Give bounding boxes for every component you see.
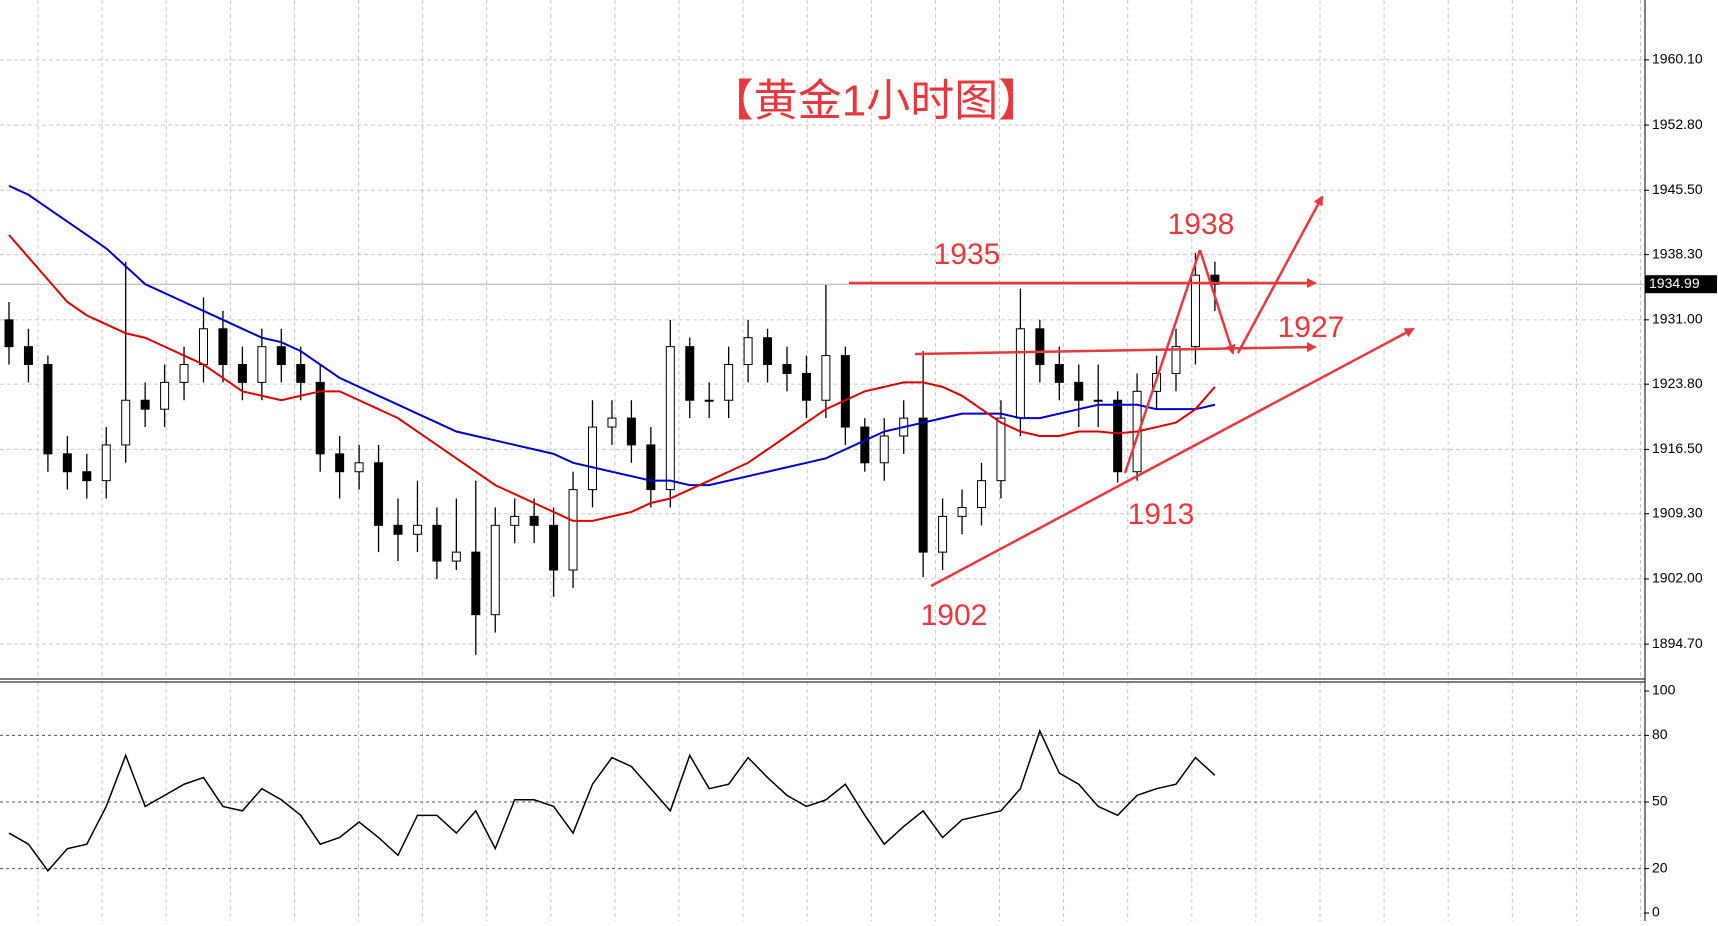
candle-body [4,319,14,348]
candle-body [879,435,889,464]
candle-body [977,480,986,508]
y-tick-label: 1923.80 [1652,375,1703,391]
chart-title: 【黄金1小时图】 [710,77,1042,126]
annotation: 1938 [1168,208,1235,241]
annotation: 1913 [1128,498,1195,531]
arrow [1123,249,1202,474]
candle-body [1113,399,1123,473]
candle-body [160,381,170,410]
candle-body [296,364,306,383]
candle-body [315,381,325,455]
annotation: 1927 [1278,311,1345,344]
candle-body [646,444,656,491]
arrow [930,327,1415,588]
candle-body [1015,328,1025,419]
candle-body [724,364,734,401]
candle-body [218,328,228,366]
candle-body [374,462,384,526]
candle-body [685,346,695,401]
arrow [1198,249,1236,355]
arrow [914,342,1317,356]
candle-body [704,399,714,402]
moving-average [8,184,1216,487]
y-tick-label: 1945.50 [1652,181,1703,197]
candle-body [23,346,33,366]
candle-body [626,417,636,446]
candle-body [1190,274,1200,348]
y-tick-label: 80 [1652,726,1668,742]
candle-body [62,453,72,473]
y-tick-label: 1894.70 [1652,635,1703,651]
candle-body [996,417,1006,482]
annotation-arrows [849,195,1415,588]
candle-body [938,515,948,553]
candle-body [1035,328,1045,366]
candle-body [529,515,539,526]
y-tick-label: 20 [1652,859,1668,875]
candle-body [840,355,850,428]
candle-body [276,346,286,366]
rsi-line [8,728,1216,873]
y-tick-label: 1902.00 [1652,570,1703,586]
annotation: 1902 [921,599,988,632]
y-tick-label: 1952.80 [1652,116,1703,132]
candle-body [471,551,481,616]
moving-average [8,234,1216,522]
candle-body [607,417,617,428]
y-tick-label: 1916.50 [1652,440,1703,456]
candle-body [918,417,928,553]
candle-body [510,515,520,526]
marks [0,184,1644,873]
candle-body [393,524,403,535]
candle-body [335,453,345,473]
last-price-label: 1934.99 [1649,275,1700,291]
candle-body [588,426,597,491]
candle-body [432,524,442,562]
annotation: 1935 [934,238,1001,271]
candle-body [140,399,150,410]
candle-body [1093,399,1103,402]
candle-body [179,364,189,383]
candle-body [82,471,92,482]
candle-body [860,426,870,464]
candle-body [257,346,267,383]
y-tick-label: 1909.30 [1652,504,1703,520]
candle-body [43,364,53,455]
last-price-box [1645,275,1717,294]
candle-body [549,524,559,571]
y-tick-label: 100 [1652,682,1676,698]
candle-body [743,337,753,366]
candle-body [568,489,578,571]
candle-body [1171,346,1181,374]
y-tick-label: 0 [1652,904,1660,920]
candle-body [763,337,773,366]
grid [0,0,1644,921]
y-tick-label: 50 [1652,793,1668,809]
y-tick-label: 1938.30 [1652,245,1703,261]
candle-body [821,355,831,401]
candle-body [101,444,111,482]
y-tick-label: 1931.00 [1652,311,1703,327]
candle-body [451,551,461,562]
candle-body [490,524,500,616]
candle-body [957,506,967,517]
candle-body [1074,381,1084,401]
candle-body [121,399,131,446]
candle-body [199,328,208,366]
candle-body [665,346,675,491]
candle-body [412,524,422,535]
arrow [1236,195,1324,354]
candle-body [237,364,247,383]
candle-body [1054,364,1064,383]
y-tick-label: 1960.10 [1652,51,1703,67]
candle-body [801,372,811,401]
candle-body [782,364,792,374]
candle-body [354,462,364,473]
